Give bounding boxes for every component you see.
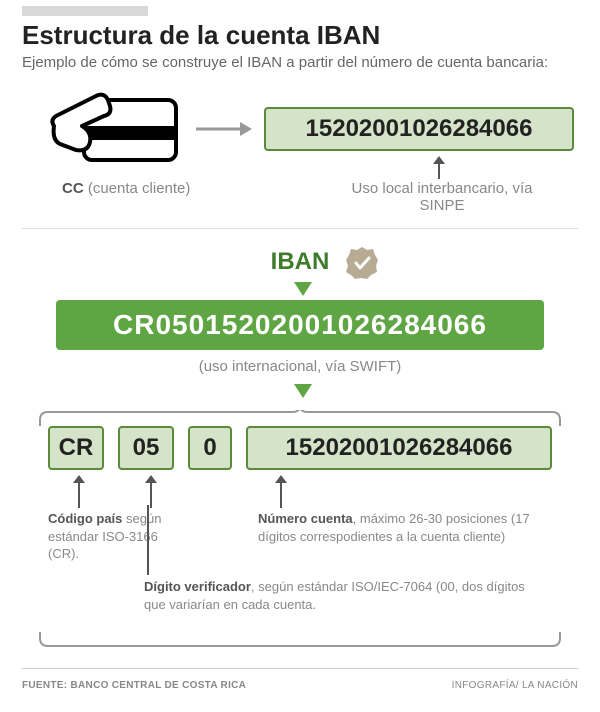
bracket-bottom-icon — [34, 632, 566, 650]
iban-full-box: CR05015202001026284066 — [56, 300, 544, 350]
explanation-verifier-bold: Dígito verificador — [144, 579, 251, 594]
explanation-country: Código país según estándar ISO-3166 (CR)… — [48, 510, 188, 563]
segment-country: CR — [48, 426, 104, 470]
cc-number-box: 15202001026284066 — [264, 107, 574, 151]
iban-heading: IBAN — [0, 248, 600, 276]
footer-source: FUENTE: BANCO CENTRAL DE COSTA RICA — [22, 680, 246, 691]
triangle-down-icon — [294, 282, 312, 296]
segment-check: 05 — [118, 426, 174, 470]
explanation-account: Número cuenta, máximo 26-30 posiciones (… — [258, 510, 568, 545]
explanation-verifier: Dígito verificador, según estándar ISO/I… — [144, 578, 544, 613]
divider — [22, 228, 578, 229]
page-subtitle: Ejemplo de cómo se construye el IBAN a p… — [22, 54, 578, 71]
connector-line — [147, 505, 149, 575]
cc-label: CC (cuenta cliente) — [62, 180, 190, 197]
segment-zero: 0 — [188, 426, 232, 470]
segments-row: CR 05 0 15202001026284066 — [48, 426, 552, 470]
footer-credit: INFOGRAFÍA/ LA NACIÓN — [452, 680, 578, 691]
card-hand-icon — [46, 86, 186, 178]
arrow-up-icon — [72, 474, 86, 508]
arrow-up-icon — [274, 474, 288, 508]
cc-label-bold: CC — [62, 180, 84, 197]
arrow-right-icon — [194, 120, 254, 138]
arrow-up-icon — [432, 155, 446, 179]
verified-badge-icon — [344, 245, 380, 281]
arrow-up-icon — [144, 474, 158, 508]
triangle-down-icon — [294, 384, 312, 398]
cc-use-label: Uso local interbancario, vía SINPE — [342, 180, 542, 214]
iban-use-label: (uso internacional, vía SWIFT) — [0, 358, 600, 375]
footer-divider — [22, 668, 578, 669]
page-title: Estructura de la cuenta IBAN — [22, 20, 380, 51]
explanation-country-bold: Código país — [48, 511, 122, 526]
logo-placeholder — [22, 6, 148, 16]
segment-account: 15202001026284066 — [246, 426, 552, 470]
cc-label-rest: (cuenta cliente) — [84, 180, 191, 197]
explanation-account-bold: Número cuenta — [258, 511, 353, 526]
